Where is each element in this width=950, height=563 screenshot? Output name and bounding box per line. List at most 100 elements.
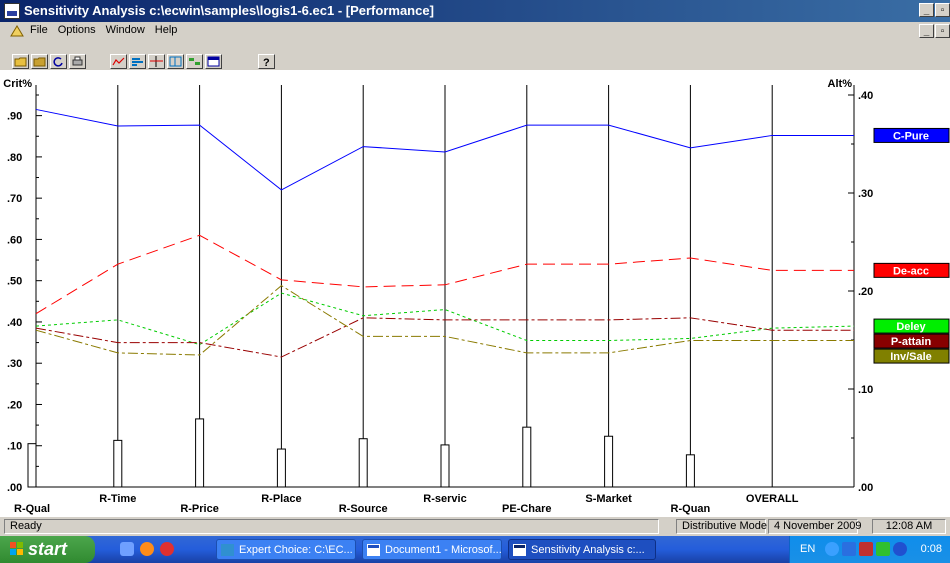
clock: 0:08 [920,543,942,555]
left-tick-label: .20 [7,399,22,411]
status-bar: Ready Distributive Mode 4 November 2009 … [0,516,950,537]
menu-file[interactable]: File [30,24,48,36]
left-tick-label: .70 [7,193,22,205]
window-controls: _ ▫ [918,3,950,17]
criterion-weight-bar [195,418,205,488]
right-tick-label: .00 [858,482,873,494]
criterion-weight-bar [358,438,368,488]
gradient-graph-button[interactable] [148,54,165,69]
word-icon [367,544,380,556]
category-label: R-Quan [671,503,711,515]
category-label: S-Market [585,493,632,505]
legend-label: De-acc [893,265,929,277]
category-label: R-Time [99,493,136,505]
tile-button[interactable] [205,54,222,69]
left-tick-label: .80 [7,152,22,164]
legend-box [873,348,950,364]
menu-options[interactable]: Options [57,24,96,36]
series-line-de-acc [35,234,854,315]
legend-label: Inv/Sale [890,351,932,363]
left-tick-label: .30 [7,358,22,370]
plot-icon [189,58,200,65]
minimize-button[interactable]: _ [919,3,934,17]
open-folder-button[interactable] [12,54,29,69]
legend-label: C-Pure [893,130,929,142]
mdi-minimize-button[interactable]: _ [919,24,934,38]
app-icon[interactable] [4,3,20,19]
task-label: Sensitivity Analysis c:... [531,544,645,556]
left-tick-label: .60 [7,234,22,246]
criterion-weight-bar [276,448,286,488]
firefox-icon[interactable] [140,542,154,556]
svg-text:?: ? [263,57,270,67]
legend-box [873,333,950,349]
series-line-inv-sale [35,285,854,356]
category-label: R-servic [423,493,466,505]
legend-box [873,262,950,278]
category-label: R-Place [261,493,301,505]
window-title: Sensitivity Analysis c:\ecwin\samples\lo… [24,3,434,18]
left-tick-label: .00 [7,482,22,494]
grid-icon [169,56,182,67]
legend-label: P-attain [891,336,932,348]
title-bar: Sensitivity Analysis c:\ecwin\samples\lo… [0,0,950,22]
language-indicator[interactable]: EN [800,543,816,555]
quick-launch [120,542,180,556]
date-indicator: 4 November 2009 [768,519,861,534]
performance-graph-button[interactable] [110,54,127,69]
criterion-weight-bar [113,439,123,488]
mdi-restore-button[interactable]: ▫ [935,24,950,38]
task-label: Expert Choice: C:\EC... [239,544,353,556]
refresh-button[interactable] [50,54,67,69]
toolbar: ? [0,40,950,71]
folder-open-icon [33,57,46,67]
tray-security-icon[interactable] [859,542,873,556]
category-label: PE-Chare [502,503,552,515]
menu-help[interactable]: Help [154,24,178,36]
print-button[interactable] [69,54,86,69]
refresh-icon [53,57,63,67]
right-tick-label: .30 [858,188,873,200]
desktop-icon[interactable] [120,542,134,556]
start-button[interactable]: start [0,536,95,563]
series-line-p-attain [35,317,854,358]
left-axis-label: Crit% [3,78,32,90]
window-tile-icon [207,56,220,67]
open-file-button[interactable] [31,54,48,69]
system-tray: EN 0:08 [789,536,950,563]
taskbar: start Expert Choice: C:\EC... Document1 … [0,536,950,563]
tray-network-icon[interactable] [876,542,890,556]
criterion-weight-bar [522,426,532,488]
legend-box [873,127,950,143]
start-label: start [28,539,68,559]
twod-plot-button[interactable] [186,54,203,69]
expert-choice-icon [221,544,234,556]
left-tick-label: .90 [7,111,22,123]
criterion-weight-bar [604,435,614,488]
legend-label: Deley [896,321,926,333]
bluetooth-icon[interactable] [893,542,907,556]
category-label: R-Qual [14,503,50,515]
right-tick-label: .10 [858,384,873,396]
category-label: OVERALL [746,493,799,505]
tray-app-icon[interactable] [842,542,856,556]
opera-icon[interactable] [160,542,174,556]
windows-logo-icon [10,542,23,555]
task-sensitivity-analysis[interactable]: Sensitivity Analysis c:... [508,539,656,560]
task-expert-choice[interactable]: Expert Choice: C:\EC... [216,539,356,560]
right-tick-label: .20 [858,286,873,298]
tray-arrow-icon[interactable] [825,542,839,556]
series-line-c-pure [35,108,854,191]
dynamic-graph-button[interactable] [129,54,146,69]
menu-window[interactable]: Window [105,24,145,36]
mode-indicator: Distributive Mode [676,519,767,534]
document-icon[interactable] [10,24,24,37]
head-to-head-button[interactable] [167,54,184,69]
criterion-weight-bar [440,444,450,488]
task-label: Document1 - Microsof... [385,544,502,556]
left-tick-label: .50 [7,276,22,288]
help-button[interactable]: ? [258,54,275,69]
maximize-button[interactable]: ▫ [935,3,950,17]
task-word-document[interactable]: Document1 - Microsof... [362,539,502,560]
line-chart-icon [112,57,125,66]
